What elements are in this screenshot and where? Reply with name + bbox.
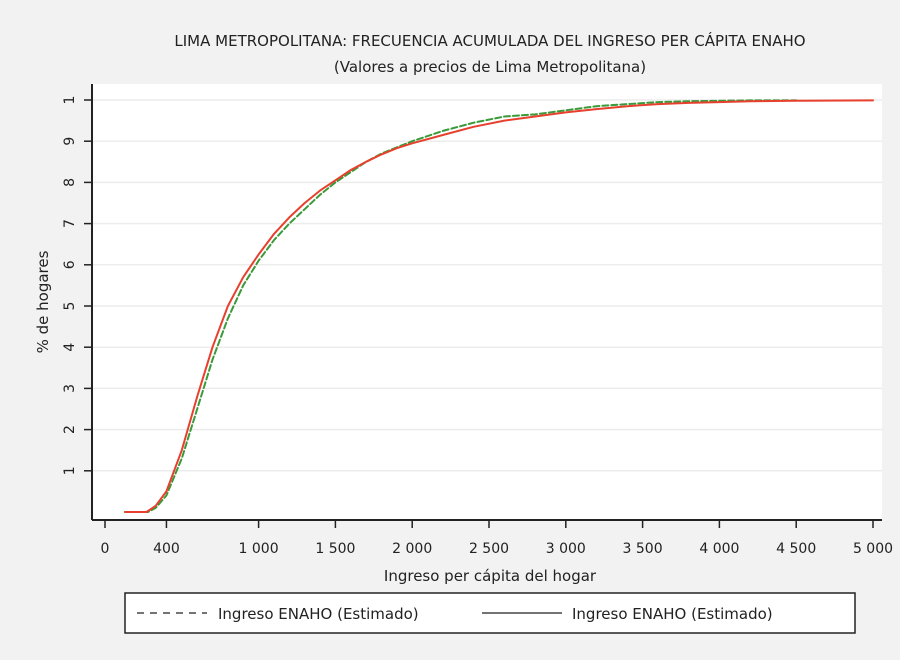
y-tick-label: 1 <box>62 466 78 475</box>
legend: Ingreso ENAHO (Estimado) Ingreso ENAHO (… <box>124 592 856 634</box>
y-tick-label: 6 <box>62 260 78 269</box>
x-tick-label: 1 000 <box>239 541 279 557</box>
y-tick-label: 4 <box>62 343 78 352</box>
series-line-dashed <box>124 99 798 513</box>
x-tick-label: 5 000 <box>853 541 893 557</box>
chart-subtitle: (Valores a precios de Lima Metropolitana… <box>334 58 646 76</box>
y-tick-label: 7 <box>62 219 78 228</box>
plot-area <box>92 84 882 520</box>
x-tick-label: 400 <box>153 541 180 557</box>
y-tick-label: 1 <box>62 96 78 105</box>
x-tick-label: 2 500 <box>469 541 509 557</box>
y-axis-ticks: 1 2 3 4 5 6 7 8 9 1 <box>62 96 92 475</box>
y-tick-label: 5 <box>62 302 78 311</box>
x-tick-label: 3 000 <box>546 541 586 557</box>
x-tick-label: 4 500 <box>776 541 816 557</box>
legend-label-solid: Ingreso ENAHO (Estimado) <box>572 605 773 623</box>
y-axis-title: % de hogares <box>34 250 52 353</box>
series-line-solid <box>124 99 874 513</box>
x-axis-ticks: 0 400 1 000 1 500 2 000 2 500 3 000 3 500 4 000 4… <box>101 520 893 557</box>
series-lines <box>124 99 874 513</box>
x-tick-label: 3 500 <box>623 541 663 557</box>
y-tick-label: 8 <box>62 178 78 187</box>
y-tick-label: 2 <box>62 425 78 434</box>
x-tick-label: 0 <box>101 541 110 557</box>
x-tick-label: 4 000 <box>699 541 739 557</box>
x-axis-title: Ingreso per cápita del hogar <box>384 567 597 585</box>
legend-label-dashed: Ingreso ENAHO (Estimado) <box>218 605 419 623</box>
y-tick-label: 9 <box>62 137 78 146</box>
x-tick-label: 2 000 <box>392 541 432 557</box>
chart-title: LIMA METROPOLITANA: FRECUENCIA ACUMULADA… <box>174 31 805 50</box>
y-tick-label: 3 <box>62 384 78 393</box>
x-tick-label: 1 500 <box>315 541 355 557</box>
